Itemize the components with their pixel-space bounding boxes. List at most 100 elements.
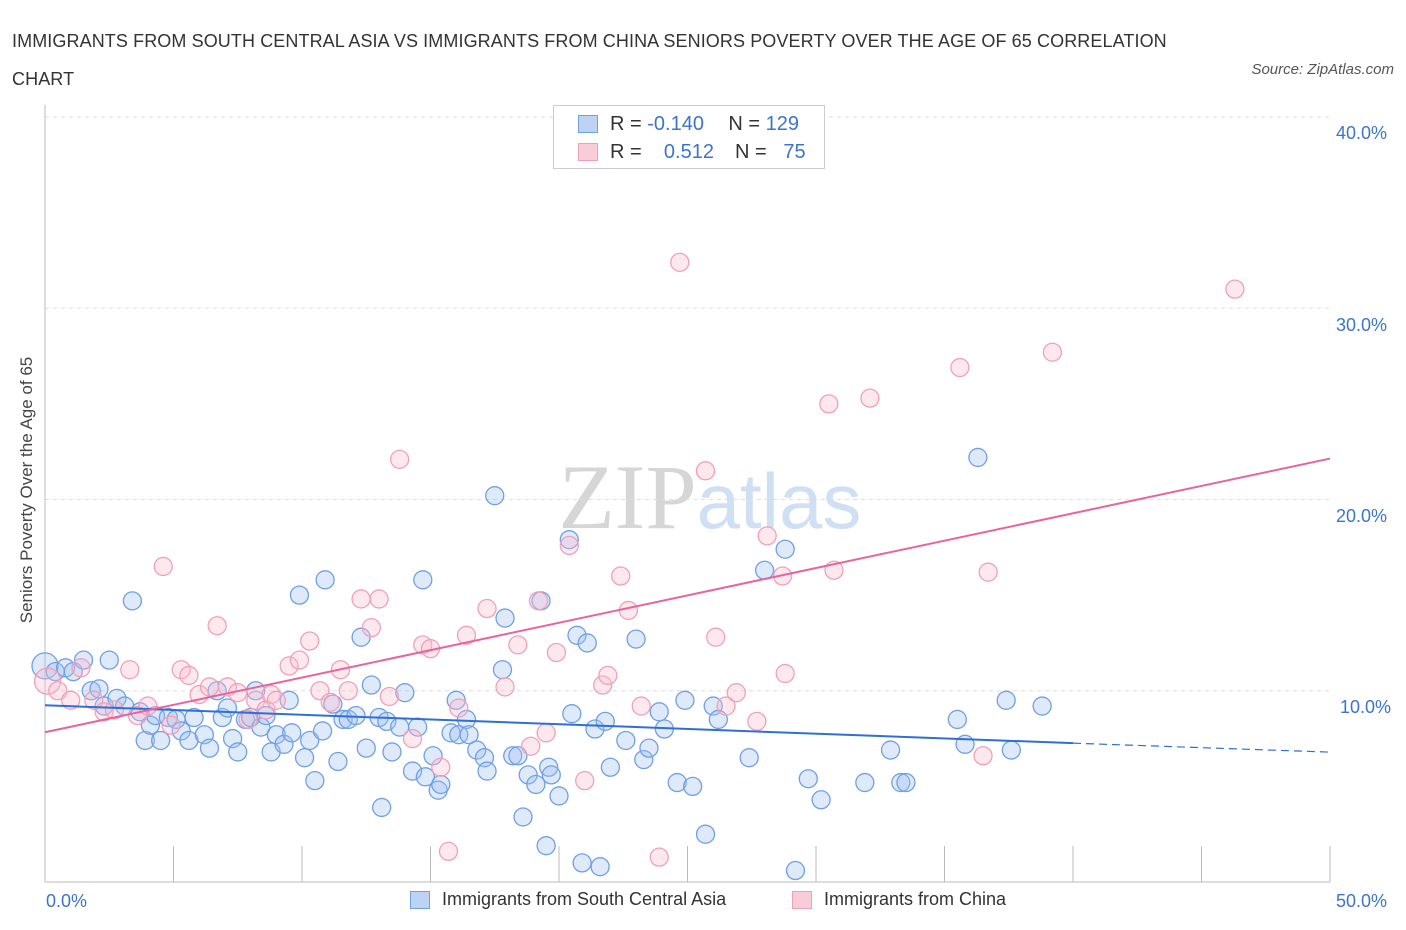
point-china [726, 683, 746, 703]
n-label: N = [728, 112, 761, 135]
point-south-central-asia [459, 725, 479, 745]
point-china [289, 650, 310, 670]
legend-row-south-central-asia: R = -0.140 N = 129 [578, 112, 799, 136]
point-china [238, 709, 258, 730]
point-china [161, 715, 181, 735]
point-south-central-asia [158, 707, 179, 728]
trendline-extension [1072, 742, 1331, 753]
point-south-central-asia [798, 769, 818, 789]
point-china [338, 681, 358, 701]
point-south-central-asia [968, 447, 988, 468]
point-south-central-asia [73, 650, 94, 670]
point-china [611, 566, 631, 586]
point-china [153, 556, 173, 577]
point-south-central-asia [449, 725, 469, 745]
point-china [950, 357, 970, 378]
point-china [266, 690, 286, 710]
point-china [120, 660, 140, 680]
point-south-central-asia [526, 774, 546, 795]
point-south-central-asia [140, 715, 161, 735]
point-china [279, 656, 299, 676]
point-south-central-asia [315, 570, 335, 590]
point-south-central-asia [649, 702, 669, 722]
point-south-central-asia [477, 761, 497, 781]
chart-title: IMMIGRANTS FROM SOUTH CENTRAL ASIA VS IM… [12, 31, 1167, 89]
point-china [508, 635, 528, 655]
point-south-central-asia [328, 751, 348, 772]
point-south-central-asia [996, 690, 1016, 710]
point-china [1042, 342, 1063, 362]
point-china [575, 770, 595, 791]
point-south-central-asia [456, 709, 477, 730]
point-south-central-asia [485, 486, 505, 506]
point-south-central-asia [361, 675, 382, 695]
legend-item-china[interactable]: Immigrants from China [792, 889, 1006, 910]
point-south-central-asia [600, 757, 621, 777]
r-label: R = [610, 112, 642, 135]
point-south-central-asia [150, 730, 171, 751]
point-south-central-asia [446, 690, 466, 710]
point-china [747, 711, 767, 731]
point-china [860, 388, 880, 408]
point-china [379, 686, 400, 707]
point-south-central-asia [300, 730, 320, 751]
trendline-china [44, 457, 1331, 734]
point-china [477, 598, 497, 619]
point-china [757, 526, 777, 546]
point-china [1225, 279, 1245, 299]
point-china [618, 600, 639, 621]
x-tick-label: 50.0% [1336, 891, 1388, 911]
point-china [351, 589, 371, 609]
point-south-central-asia [785, 860, 806, 881]
point-china [716, 696, 736, 716]
point-china [369, 589, 389, 609]
point-south-central-asia [99, 650, 119, 670]
n-value: 75 [783, 140, 806, 163]
point-south-central-asia [312, 721, 333, 741]
point-south-central-asia [415, 767, 436, 787]
point-south-central-asia [562, 704, 582, 724]
point-south-central-asia [675, 690, 695, 710]
point-south-central-asia [305, 770, 325, 791]
point-south-central-asia [626, 629, 646, 649]
point-china [449, 698, 469, 718]
point-south-central-asia [572, 853, 592, 873]
point-south-central-asia [199, 738, 220, 758]
point-south-central-asia [634, 749, 654, 770]
point-south-central-asia [855, 772, 875, 793]
legend-item-south-central-asia[interactable]: Immigrants from South Central Asia [410, 889, 726, 910]
point-south-central-asia [356, 738, 376, 758]
point-china [320, 692, 340, 712]
point-south-central-asia [775, 539, 795, 559]
point-south-central-asia [217, 698, 238, 718]
n-value: 129 [765, 112, 799, 135]
point-south-central-asia [135, 730, 155, 751]
point-south-central-asia [536, 836, 556, 856]
stats-legend: R = -0.140 N = 129 R = 0.512 N = 75 [553, 105, 825, 169]
point-china [521, 736, 541, 756]
point-china [431, 757, 451, 777]
point-china [819, 394, 839, 414]
point-south-central-asia [539, 757, 559, 777]
y-tick-label: 10.0% [1340, 697, 1392, 717]
point-south-central-asia [513, 807, 533, 827]
y-axis-label: Seniors Poverty Over the Age of 65 [17, 356, 36, 624]
point-south-central-asia [682, 776, 703, 797]
point-china [559, 535, 579, 556]
point-south-central-asia [577, 633, 597, 653]
blue-swatch-icon [410, 890, 430, 909]
point-south-central-asia [503, 746, 523, 766]
point-china [978, 562, 998, 582]
pink-swatch-icon [578, 143, 598, 161]
r-label: R = [610, 140, 642, 163]
point-south-central-asia [274, 734, 294, 754]
point-china [973, 746, 993, 766]
point-south-central-asia [423, 746, 443, 766]
point-south-central-asia [811, 790, 831, 810]
point-south-central-asia [184, 707, 204, 728]
point-china [598, 665, 618, 686]
point-china [670, 252, 690, 273]
point-china [71, 658, 91, 678]
point-china [649, 847, 669, 867]
source-label: Source: ZipAtlas.com [1251, 61, 1394, 78]
